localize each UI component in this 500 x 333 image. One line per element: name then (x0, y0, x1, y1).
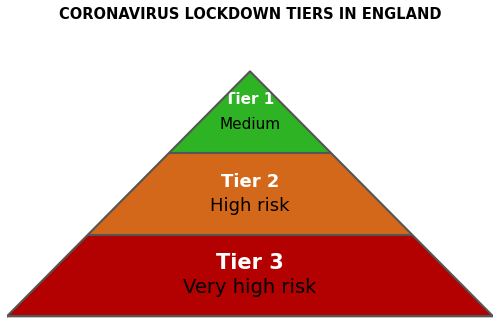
Title: CORONAVIRUS LOCKDOWN TIERS IN ENGLAND: CORONAVIRUS LOCKDOWN TIERS IN ENGLAND (59, 7, 442, 22)
Polygon shape (169, 71, 331, 153)
Text: High risk: High risk (210, 197, 290, 215)
Text: Very high risk: Very high risk (184, 278, 316, 297)
Text: Tier 3: Tier 3 (216, 253, 284, 273)
Polygon shape (88, 153, 412, 235)
Text: Tier 2: Tier 2 (221, 172, 279, 190)
Text: Medium: Medium (220, 117, 280, 132)
Text: Tier 1: Tier 1 (226, 93, 274, 108)
Polygon shape (7, 235, 493, 316)
